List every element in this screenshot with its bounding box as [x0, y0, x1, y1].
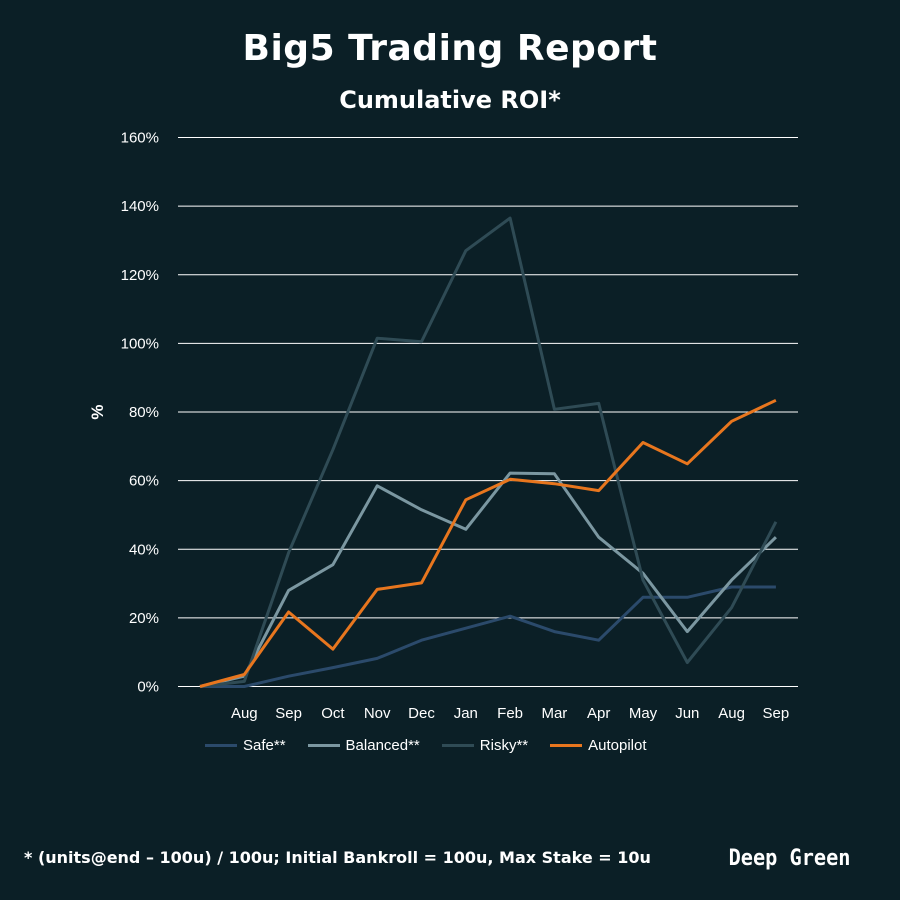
series-line-balanced — [199, 471, 777, 688]
legend-swatch — [550, 744, 583, 747]
legend-label: Autopilot — [588, 737, 647, 754]
y-tick-label: 40% — [129, 541, 159, 558]
y-tick-label: 160% — [121, 130, 159, 147]
chart-subtitle: Cumulative ROI* — [339, 86, 561, 114]
y-tick-label: 80% — [129, 404, 159, 421]
legend-item: Autopilot — [550, 737, 647, 754]
x-tick-label: Nov — [364, 705, 391, 722]
x-tick-label: Feb — [497, 705, 523, 722]
legend-item: Balanced** — [307, 737, 420, 754]
x-tick-label: Jan — [454, 705, 478, 722]
x-tick-label: Sep — [763, 705, 790, 722]
x-tick-label: Apr — [587, 705, 610, 722]
x-tick-label: Dec — [408, 705, 435, 722]
x-axis-ticks: Aug Sep Oct Nov Dec Jan Feb Mar Apr May Jun Aug Sep — [231, 705, 789, 722]
series-lines — [199, 216, 778, 688]
legend-swatch — [441, 744, 474, 747]
y-axis-label: % — [88, 404, 107, 419]
chart-title: Big5 Trading Report — [242, 28, 658, 69]
x-tick-label: Jun — [675, 705, 699, 722]
x-tick-label: Aug — [231, 705, 258, 722]
legend-swatch — [205, 744, 237, 747]
y-tick-label: 140% — [121, 198, 159, 215]
legend-label: Safe** — [243, 737, 286, 754]
legend-item: Risky** — [441, 737, 529, 754]
y-tick-label: 0% — [137, 679, 159, 696]
y-tick-label: 60% — [129, 473, 159, 490]
x-tick-label: Aug — [718, 705, 745, 722]
series-line-autopilot — [199, 398, 777, 688]
y-tick-label: 120% — [121, 267, 159, 284]
legend-item: Safe** — [205, 737, 286, 754]
legend-label: Risky** — [479, 737, 529, 754]
legend: Safe** Balanced** Risky** Autopilot — [205, 737, 669, 754]
legend-swatch — [307, 744, 340, 747]
x-tick-label: May — [629, 705, 658, 722]
x-tick-label: Sep — [275, 705, 302, 722]
x-tick-label: Oct — [321, 705, 345, 722]
y-tick-label: 100% — [121, 335, 159, 352]
y-axis-ticks: 0% 20% 40% 60% 80% 100% 120% 140% 160% — [121, 130, 159, 696]
brand-logo: Deep Green — [728, 846, 850, 871]
y-tick-label: 20% — [129, 610, 159, 627]
footnote: * (units@end – 100u) / 100u; Initial Ban… — [24, 848, 651, 867]
series-line-risky — [199, 216, 778, 688]
x-tick-label: Mar — [541, 705, 567, 722]
series-line-safe — [200, 585, 776, 688]
legend-label: Balanced** — [345, 737, 420, 754]
gridlines — [178, 137, 798, 687]
